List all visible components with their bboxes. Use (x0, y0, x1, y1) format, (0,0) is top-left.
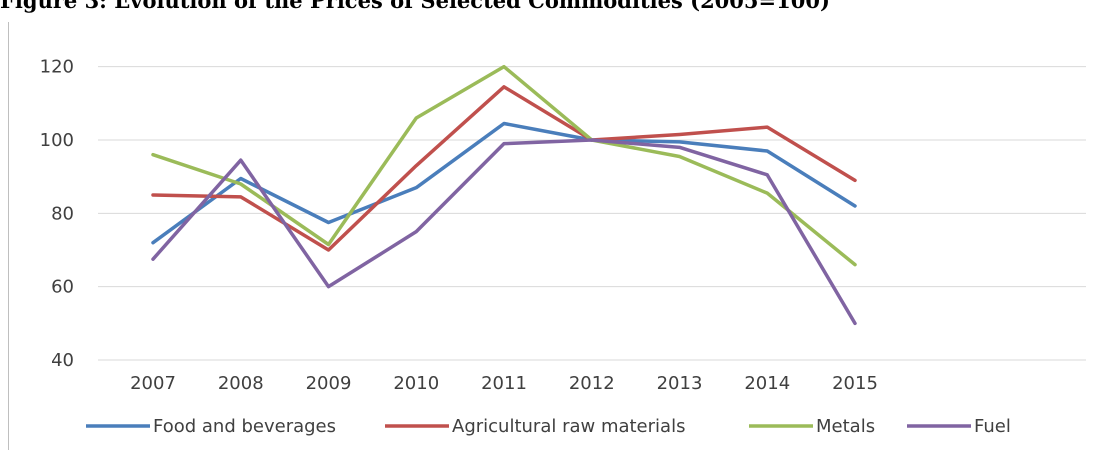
y-tick-label: 60 (51, 277, 74, 298)
grid-lines (98, 66, 1086, 361)
y-tick-label: 100 (40, 130, 74, 151)
y-tick-label: 80 (51, 203, 74, 224)
legend-label-food-and-beverages: Food and beverages (153, 416, 336, 437)
x-tick-label: 2009 (306, 373, 352, 394)
y-tick-label: 120 (40, 57, 74, 78)
x-tick-label: 2007 (130, 373, 176, 394)
x-tick-label: 2010 (393, 373, 439, 394)
legend-label-fuel: Fuel (974, 416, 1011, 437)
series-lines (151, 64, 857, 326)
figure-title: Figure 3: Evolution of the Prices of Sel… (0, 0, 830, 13)
x-tick-label: 2014 (744, 373, 790, 394)
y-tick-label: 40 (51, 350, 74, 371)
chart-frame-border (8, 22, 9, 450)
series-line-food-and-beverages (151, 121, 857, 245)
y-axis-tick-labels: 40 60 80 100 120 (40, 57, 74, 371)
x-tick-label: 2013 (657, 373, 703, 394)
legend-label-metals: Metals (816, 416, 875, 437)
x-tick-label: 2008 (218, 373, 264, 394)
series-line-agricultural-raw-materials (151, 85, 857, 252)
x-tick-label: 2012 (569, 373, 615, 394)
series-line-fuel (151, 138, 857, 326)
x-tick-label: 2015 (832, 373, 878, 394)
series-line-metals (151, 64, 857, 267)
x-axis-tick-labels: 2007 2008 2009 2010 2011 2012 2013 2014 2015 (130, 373, 878, 394)
x-tick-label: 2011 (481, 373, 527, 394)
legend-label-agricultural-raw-materials: Agricultural raw materials (452, 416, 685, 437)
legend: Food and beverages Agricultural raw mater… (86, 416, 1011, 437)
